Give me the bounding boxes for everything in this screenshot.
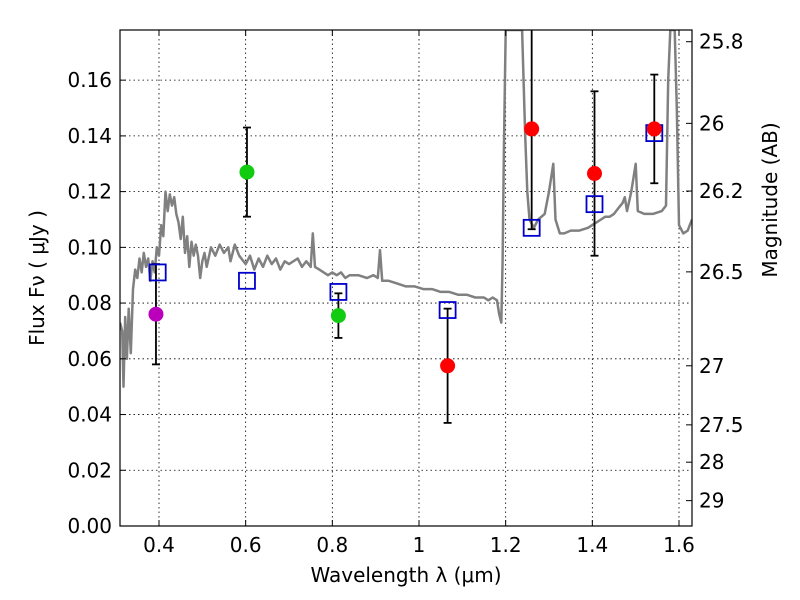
grid	[120, 30, 692, 527]
data-point	[148, 306, 164, 322]
right-tick-label: 29	[699, 489, 724, 513]
model-box-layer	[148, 124, 664, 319]
model-spectrum-layer	[120, 30, 692, 388]
y-tick-label: 0.10	[67, 235, 112, 259]
y-tick-label: 0.02	[67, 458, 112, 482]
x-tick-label: 0.4	[143, 533, 175, 557]
y-tick-label: 0.06	[67, 347, 112, 371]
y-axis-right: 25.8 26 26.2 26.5 27 27.5 28 29	[686, 30, 744, 513]
right-tick-label: 26	[699, 111, 724, 135]
data-point	[330, 308, 346, 324]
data-point	[524, 121, 540, 137]
data-point	[646, 121, 662, 137]
y-tick-label: 0.04	[67, 403, 112, 427]
data-point	[440, 358, 456, 374]
error-bar-layer	[151, 30, 659, 424]
x-tick-label: 1.2	[490, 533, 522, 557]
x-tick-label: 1.6	[663, 533, 695, 557]
y-axis-left: 0.00 0.02 0.04 0.06 0.08 0.10 0.12 0.14 0.16	[67, 68, 126, 538]
y-axis-label: Flux Fν ( μJy )	[25, 210, 49, 346]
model-box	[522, 218, 541, 237]
x-tick-label: 1.4	[576, 533, 608, 557]
right-tick-label: 26.2	[699, 179, 744, 203]
x-tick-label: 1	[413, 533, 426, 557]
y-tick-label: 0.08	[67, 291, 112, 315]
plot-frame	[119, 29, 693, 527]
right-tick-label: 27	[699, 354, 724, 378]
y-tick-label: 0.14	[67, 124, 112, 148]
y-tick-label: 0.16	[67, 68, 112, 92]
data-point	[587, 166, 602, 182]
observed-point-layer	[148, 121, 662, 374]
right-tick-label: 26.5	[699, 260, 744, 284]
model-box	[238, 271, 256, 290]
model-box	[329, 283, 348, 301]
data-point	[239, 164, 255, 180]
y-tick-label: 0.12	[67, 180, 112, 204]
right-axis-label: Magnitude (AB)	[758, 122, 782, 277]
x-axis: 0.4 0.6 0.8 1 1.2 1.4 1.6	[143, 30, 695, 557]
spectrum-line	[120, 30, 692, 388]
model-box	[585, 195, 604, 214]
y-tick-label: 0.00	[67, 514, 112, 538]
right-tick-label: 27.5	[699, 413, 744, 437]
right-tick-label: 28	[699, 450, 724, 474]
model-box	[438, 301, 457, 319]
x-axis-label: Wavelength λ (μm)	[310, 563, 501, 587]
x-tick-label: 0.6	[230, 533, 262, 557]
model-box	[148, 263, 167, 282]
right-tick-label: 25.8	[699, 30, 744, 54]
x-tick-label: 0.8	[316, 533, 348, 557]
